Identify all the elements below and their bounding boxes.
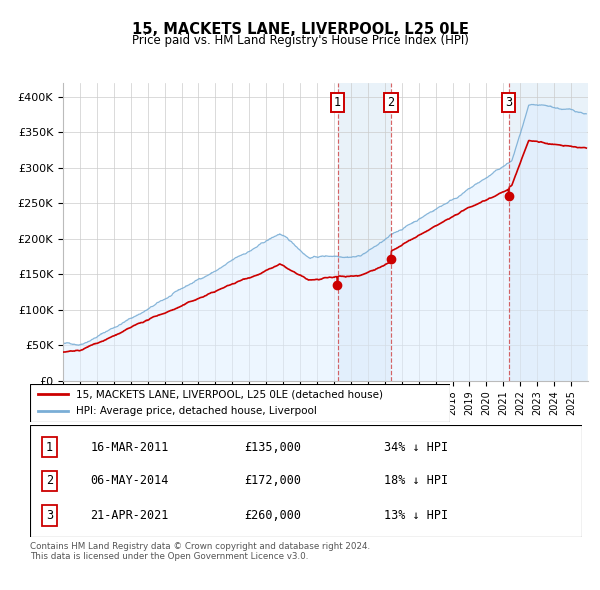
Text: Price paid vs. HM Land Registry's House Price Index (HPI): Price paid vs. HM Land Registry's House … [131, 34, 469, 47]
Text: £172,000: £172,000 [244, 474, 301, 487]
FancyBboxPatch shape [30, 384, 450, 422]
Text: 06-MAY-2014: 06-MAY-2014 [90, 474, 169, 487]
Text: £260,000: £260,000 [244, 509, 301, 522]
FancyBboxPatch shape [30, 425, 582, 537]
Bar [338, 83, 391, 381]
Text: 3: 3 [46, 509, 53, 522]
Text: 18% ↓ HPI: 18% ↓ HPI [385, 474, 448, 487]
Text: 3: 3 [505, 96, 512, 109]
Text: 16-MAR-2011: 16-MAR-2011 [90, 441, 169, 454]
Text: HPI: Average price, detached house, Liverpool: HPI: Average price, detached house, Live… [76, 406, 317, 416]
Bar [509, 83, 588, 381]
Text: Contains HM Land Registry data © Crown copyright and database right 2024.
This d: Contains HM Land Registry data © Crown c… [30, 542, 370, 561]
Text: 15, MACKETS LANE, LIVERPOOL, L25 0LE: 15, MACKETS LANE, LIVERPOOL, L25 0LE [131, 22, 469, 37]
Text: 1: 1 [46, 441, 53, 454]
Text: 2: 2 [46, 474, 53, 487]
Text: 21-APR-2021: 21-APR-2021 [90, 509, 169, 522]
Text: 1: 1 [334, 96, 341, 109]
Text: £135,000: £135,000 [244, 441, 301, 454]
Text: 2: 2 [387, 96, 394, 109]
Text: 34% ↓ HPI: 34% ↓ HPI [385, 441, 448, 454]
Text: 15, MACKETS LANE, LIVERPOOL, L25 0LE (detached house): 15, MACKETS LANE, LIVERPOOL, L25 0LE (de… [76, 389, 383, 399]
Text: 13% ↓ HPI: 13% ↓ HPI [385, 509, 448, 522]
